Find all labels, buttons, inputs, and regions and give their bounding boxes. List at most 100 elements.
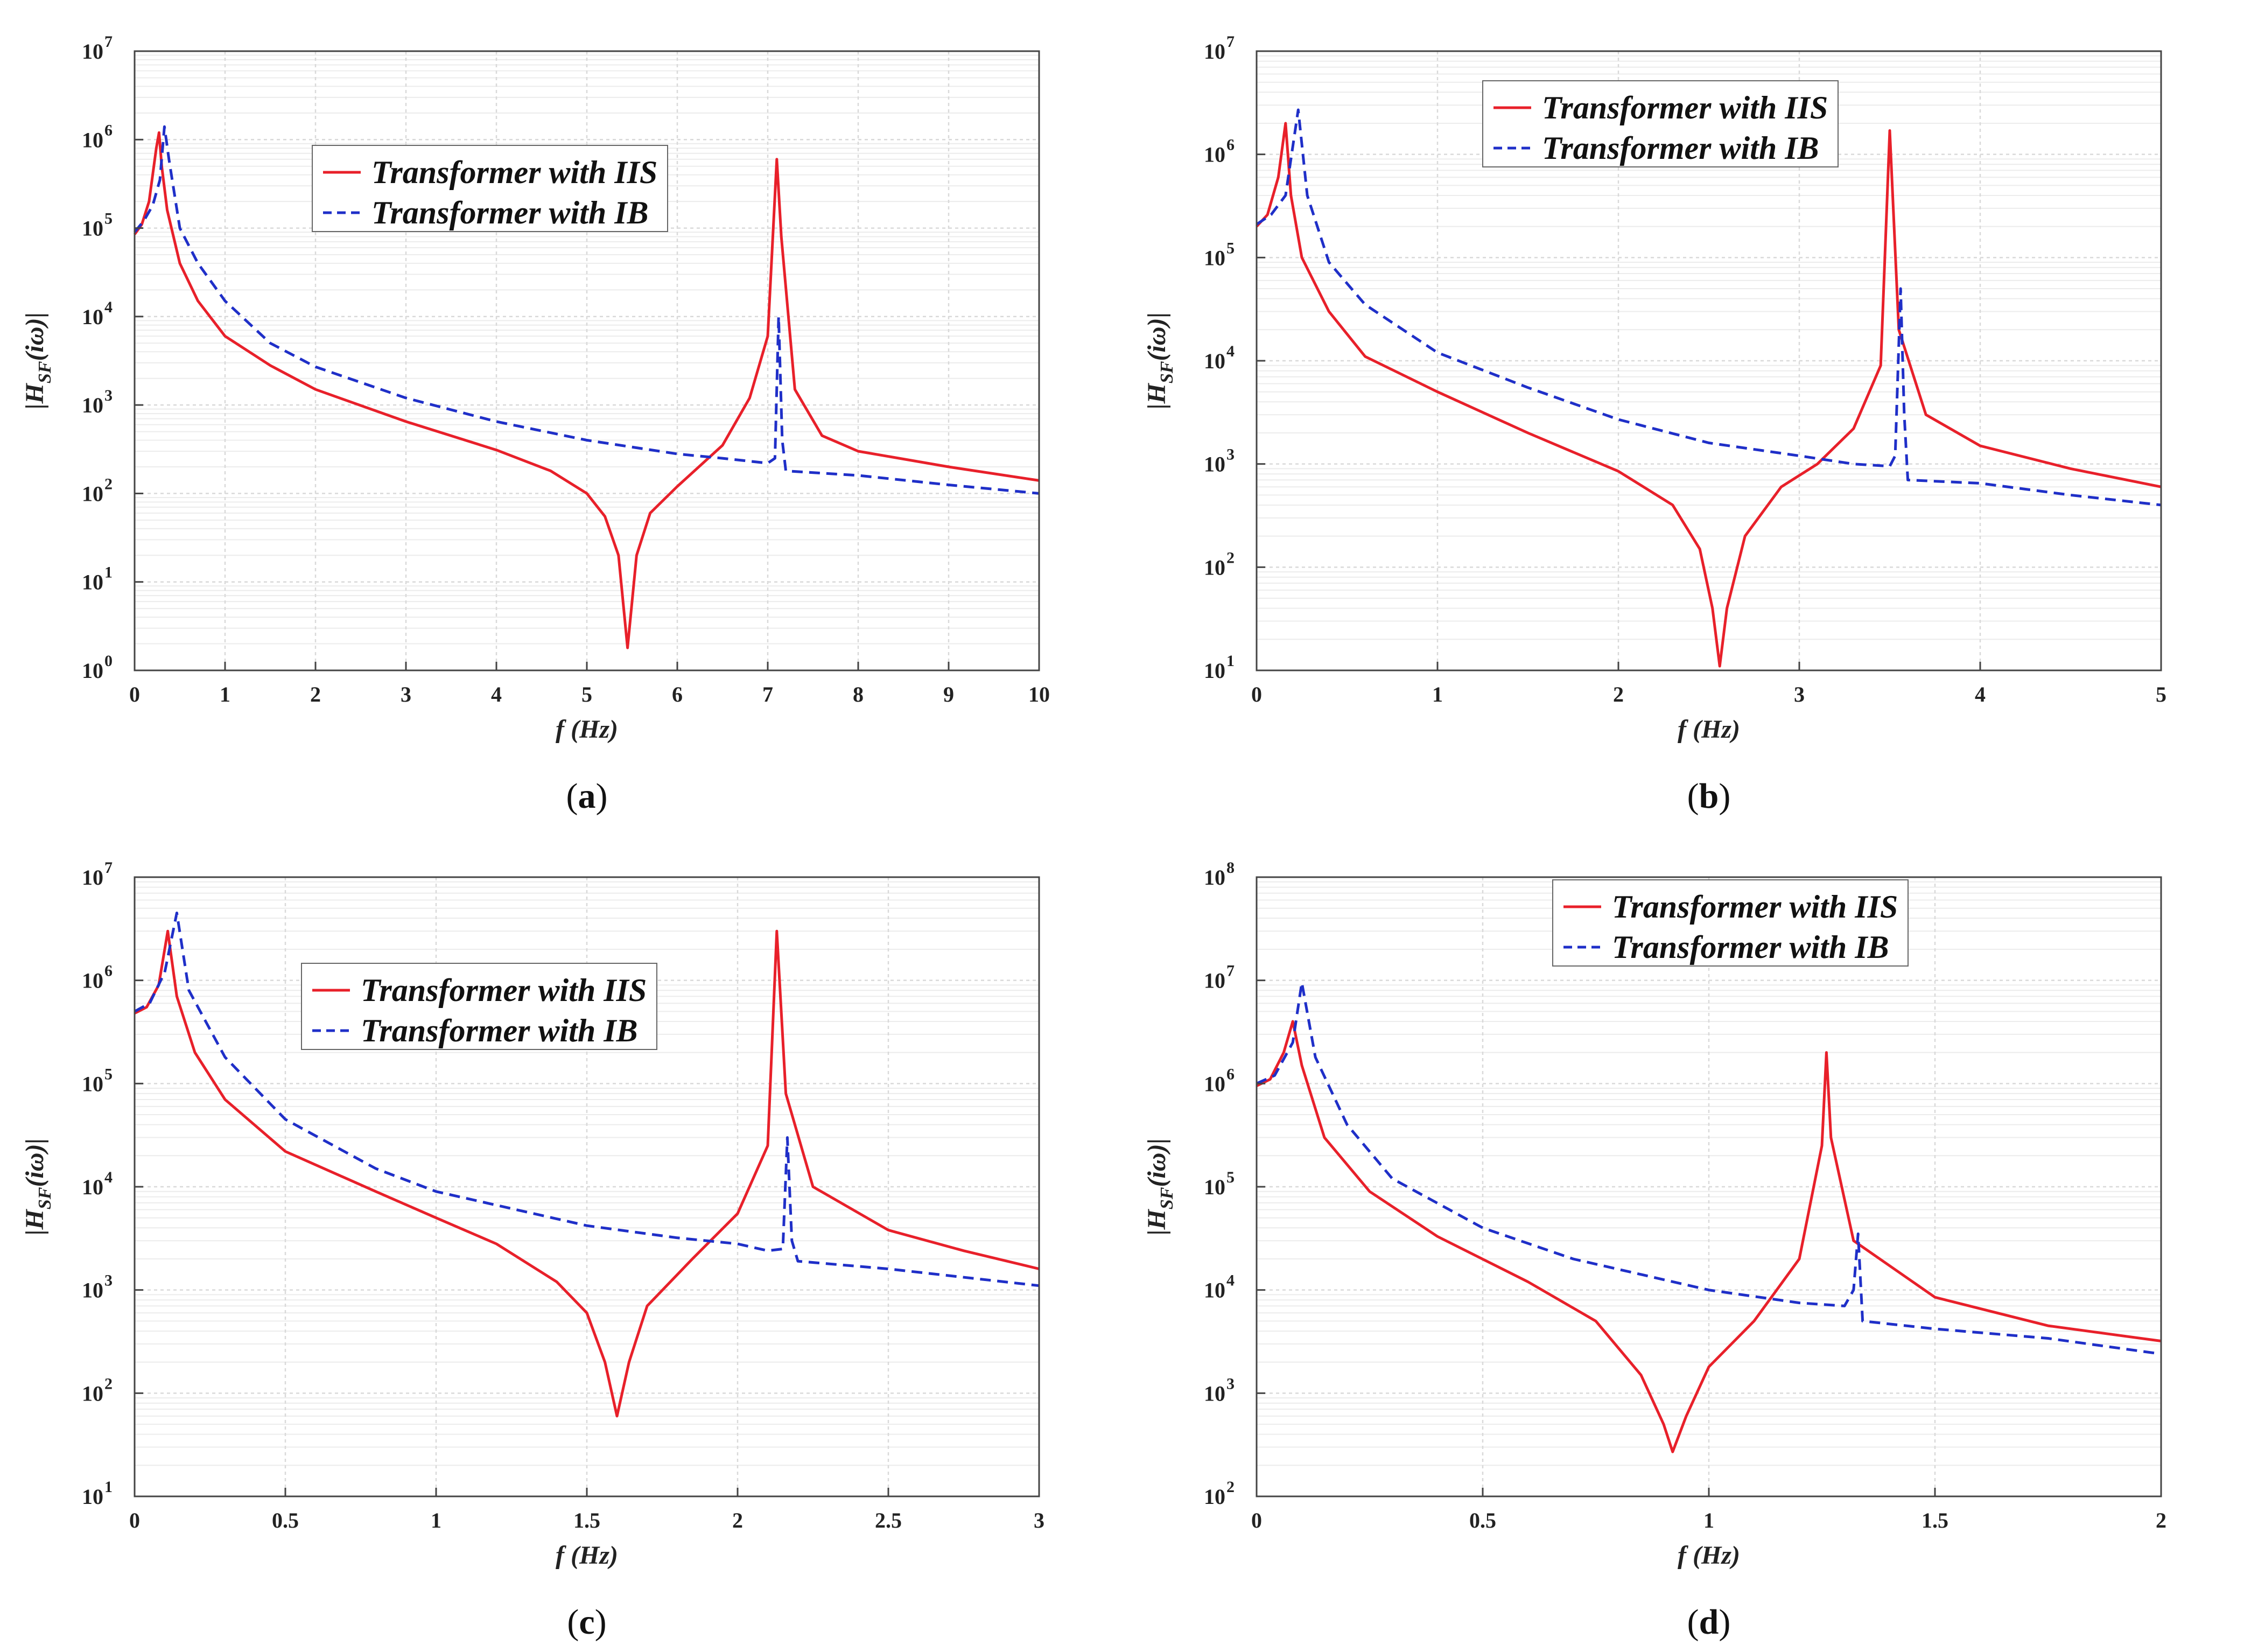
y-tick-exponent: 4 bbox=[1226, 1272, 1235, 1290]
x-tick-label: 4 bbox=[491, 682, 502, 706]
y-tick-exponent: 1 bbox=[1226, 652, 1235, 670]
x-axis-label: f (Hz) bbox=[1678, 1541, 1740, 1570]
y-tick-label: 10 bbox=[82, 659, 103, 683]
y-tick-exponent: 4 bbox=[104, 1168, 113, 1186]
x-tick-label: 0.5 bbox=[272, 1508, 299, 1532]
y-tick-exponent: 1 bbox=[104, 564, 113, 582]
y-tick-exponent: 5 bbox=[1226, 239, 1235, 257]
minor-grid bbox=[135, 54, 1039, 645]
legend: Transformer with IIS Transformer with IB bbox=[1482, 80, 1839, 167]
y-tick-label: 10 bbox=[1204, 555, 1225, 579]
x-tick-label: 9 bbox=[943, 682, 954, 706]
y-tick-exponent: 2 bbox=[1226, 1478, 1235, 1496]
legend-entry: Transformer with IIS bbox=[1612, 889, 1898, 925]
x-tick-label: 10 bbox=[1028, 682, 1050, 706]
legend-entry: Transformer with IIS bbox=[361, 972, 647, 1008]
y-tick-label: 10 bbox=[1204, 143, 1225, 167]
y-tick-exponent: 5 bbox=[104, 210, 113, 228]
x-tick-label: 3 bbox=[1794, 682, 1805, 706]
panel-caption: (d) bbox=[1687, 1602, 1731, 1642]
legend-box bbox=[1482, 80, 1839, 167]
x-tick-label: 2 bbox=[1613, 682, 1624, 706]
y-tick-exponent: 2 bbox=[1226, 549, 1235, 566]
x-tick-label: 8 bbox=[853, 682, 864, 706]
y-tick-exponent: 3 bbox=[1226, 1375, 1235, 1392]
x-axis-label: f (Hz) bbox=[1678, 715, 1740, 744]
legend-box bbox=[312, 145, 668, 232]
series-line-ib bbox=[134, 125, 1040, 495]
y-tick-label: 10 bbox=[82, 865, 103, 890]
x-tick-label: 1 bbox=[1432, 682, 1443, 706]
y-tick-label: 10 bbox=[82, 1175, 103, 1199]
x-axis-label: f (Hz) bbox=[556, 715, 618, 744]
y-tick-label: 10 bbox=[82, 1485, 103, 1509]
y-tick-exponent: 3 bbox=[104, 1272, 113, 1290]
y-tick-label: 10 bbox=[1204, 452, 1225, 477]
y-tick-exponent: 7 bbox=[104, 859, 113, 877]
y-tick-label: 10 bbox=[82, 393, 103, 417]
y-tick-exponent: 1 bbox=[104, 1478, 113, 1496]
y-axis-label: |HSF(iω)| bbox=[20, 312, 55, 409]
x-tick-label: 0 bbox=[1251, 1508, 1262, 1532]
y-tick-exponent: 4 bbox=[104, 298, 113, 316]
x-tick-label: 5 bbox=[581, 682, 592, 706]
minor-grid bbox=[1257, 55, 2161, 640]
y-tick-exponent: 5 bbox=[104, 1065, 113, 1083]
y-tick-exponent: 7 bbox=[104, 33, 113, 51]
x-tick-label: 1 bbox=[431, 1508, 441, 1532]
y-axis-label: |HSF(iω)| bbox=[1142, 1138, 1177, 1235]
y-tick-exponent: 8 bbox=[1226, 859, 1235, 877]
x-tick-label: 0 bbox=[129, 682, 140, 706]
series-line-iis bbox=[1256, 1020, 2162, 1453]
x-tick-label: 6 bbox=[672, 682, 683, 706]
panel-caption: (b) bbox=[1687, 776, 1731, 816]
series-line-ib bbox=[1256, 981, 2162, 1355]
y-tick-label: 10 bbox=[1204, 39, 1225, 64]
chart-panel-b: 0 1 2 3 4 5 10 1 10 2 10 3 10 4 10 5 10 6 10 7 f (Hz) |HSF(iω… bbox=[1122, 0, 2244, 826]
y-tick-label: 10 bbox=[82, 216, 103, 241]
y-tick-exponent: 5 bbox=[1226, 1168, 1235, 1186]
legend-entry: Transformer with IB bbox=[361, 1013, 638, 1048]
y-tick-label: 10 bbox=[1204, 246, 1225, 270]
x-tick-label: 0 bbox=[129, 1508, 140, 1532]
y-tick-label: 10 bbox=[82, 1278, 103, 1303]
y-tick-exponent: 3 bbox=[1226, 446, 1235, 464]
y-tick-label: 10 bbox=[82, 128, 103, 152]
legend-entry: Transformer with IB bbox=[371, 195, 649, 230]
y-axis-label: |HSF(iω)| bbox=[1142, 312, 1177, 409]
legend-box bbox=[1552, 879, 1909, 967]
y-tick-exponent: 7 bbox=[1226, 33, 1235, 51]
x-tick-label: 2 bbox=[732, 1508, 743, 1532]
y-axis-label: |HSF(iω)| bbox=[20, 1138, 55, 1235]
x-tick-label: 2.5 bbox=[875, 1508, 902, 1532]
series-line-iis bbox=[1256, 122, 2162, 668]
y-tick-label: 10 bbox=[82, 969, 103, 993]
chart-panel-c: 0 0.5 1 1.5 2 2.5 3 10 1 10 2 10 3 10 4 10 5 10 6 10 7 f (Hz)… bbox=[0, 826, 1122, 1652]
legend-entry: Transformer with IB bbox=[1612, 929, 1889, 965]
y-tick-label: 10 bbox=[1204, 865, 1225, 890]
y-tick-exponent: 3 bbox=[104, 387, 113, 404]
y-tick-exponent: 0 bbox=[104, 652, 113, 670]
series-line-iis bbox=[133, 131, 1040, 649]
y-tick-label: 10 bbox=[1204, 1278, 1225, 1303]
legend-box bbox=[301, 963, 657, 1050]
x-tick-label: 3 bbox=[1034, 1508, 1044, 1532]
chart-panel-d: 0 0.5 1 1.5 2 10 2 10 3 10 4 10 5 10 6 10 7 10 8 f (Hz) |HSF… bbox=[1122, 826, 2244, 1652]
x-tick-label: 1 bbox=[1703, 1508, 1714, 1532]
chart-panel-a: 0 1 2 3 4 5 6 7 8 9 10 10 0 10 1 10 2 10 3 10 4 10 5 10 6 10 7 f (H… bbox=[0, 0, 1122, 826]
y-tick-label: 10 bbox=[1204, 1175, 1225, 1199]
y-tick-label: 10 bbox=[1204, 349, 1225, 373]
series-line-iis bbox=[134, 929, 1040, 1418]
y-tick-exponent: 7 bbox=[1226, 962, 1235, 980]
y-tick-label: 10 bbox=[82, 1072, 103, 1096]
x-tick-label: 2 bbox=[310, 682, 321, 706]
x-tick-label: 5 bbox=[2156, 682, 2166, 706]
y-tick-exponent: 6 bbox=[104, 962, 113, 980]
series-line-ib bbox=[1256, 108, 2162, 507]
x-tick-label: 0 bbox=[1251, 682, 1262, 706]
y-tick-label: 10 bbox=[1204, 969, 1225, 993]
legend-entry: Transformer with IIS bbox=[371, 155, 657, 190]
